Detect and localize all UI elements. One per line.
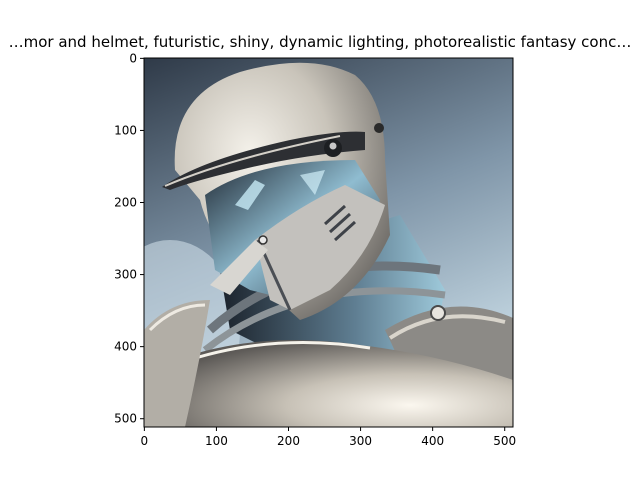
x-axis: 0 100 200 300 400 500 (141, 427, 516, 448)
y-tick-label: 300 (114, 268, 137, 282)
figure-title: …mor and helmet, futuristic, shiny, dyna… (9, 33, 632, 51)
y-tick-label: 500 (114, 412, 137, 426)
x-tick-label: 0 (141, 434, 149, 448)
x-tick-label: 500 (493, 434, 516, 448)
axes-frame (143, 57, 514, 428)
x-tick-label: 300 (349, 434, 372, 448)
x-tick-label: 400 (421, 434, 444, 448)
y-axis: 0 100 200 300 400 500 (114, 51, 144, 426)
x-tick-label: 200 (277, 434, 300, 448)
y-tick-label: 200 (114, 196, 137, 210)
y-tick-label: 0 (129, 51, 137, 65)
x-tick-label: 100 (205, 434, 228, 448)
y-tick-label: 100 (114, 123, 137, 137)
y-tick-label: 400 (114, 340, 137, 354)
knight-helmet-image (144, 58, 513, 427)
